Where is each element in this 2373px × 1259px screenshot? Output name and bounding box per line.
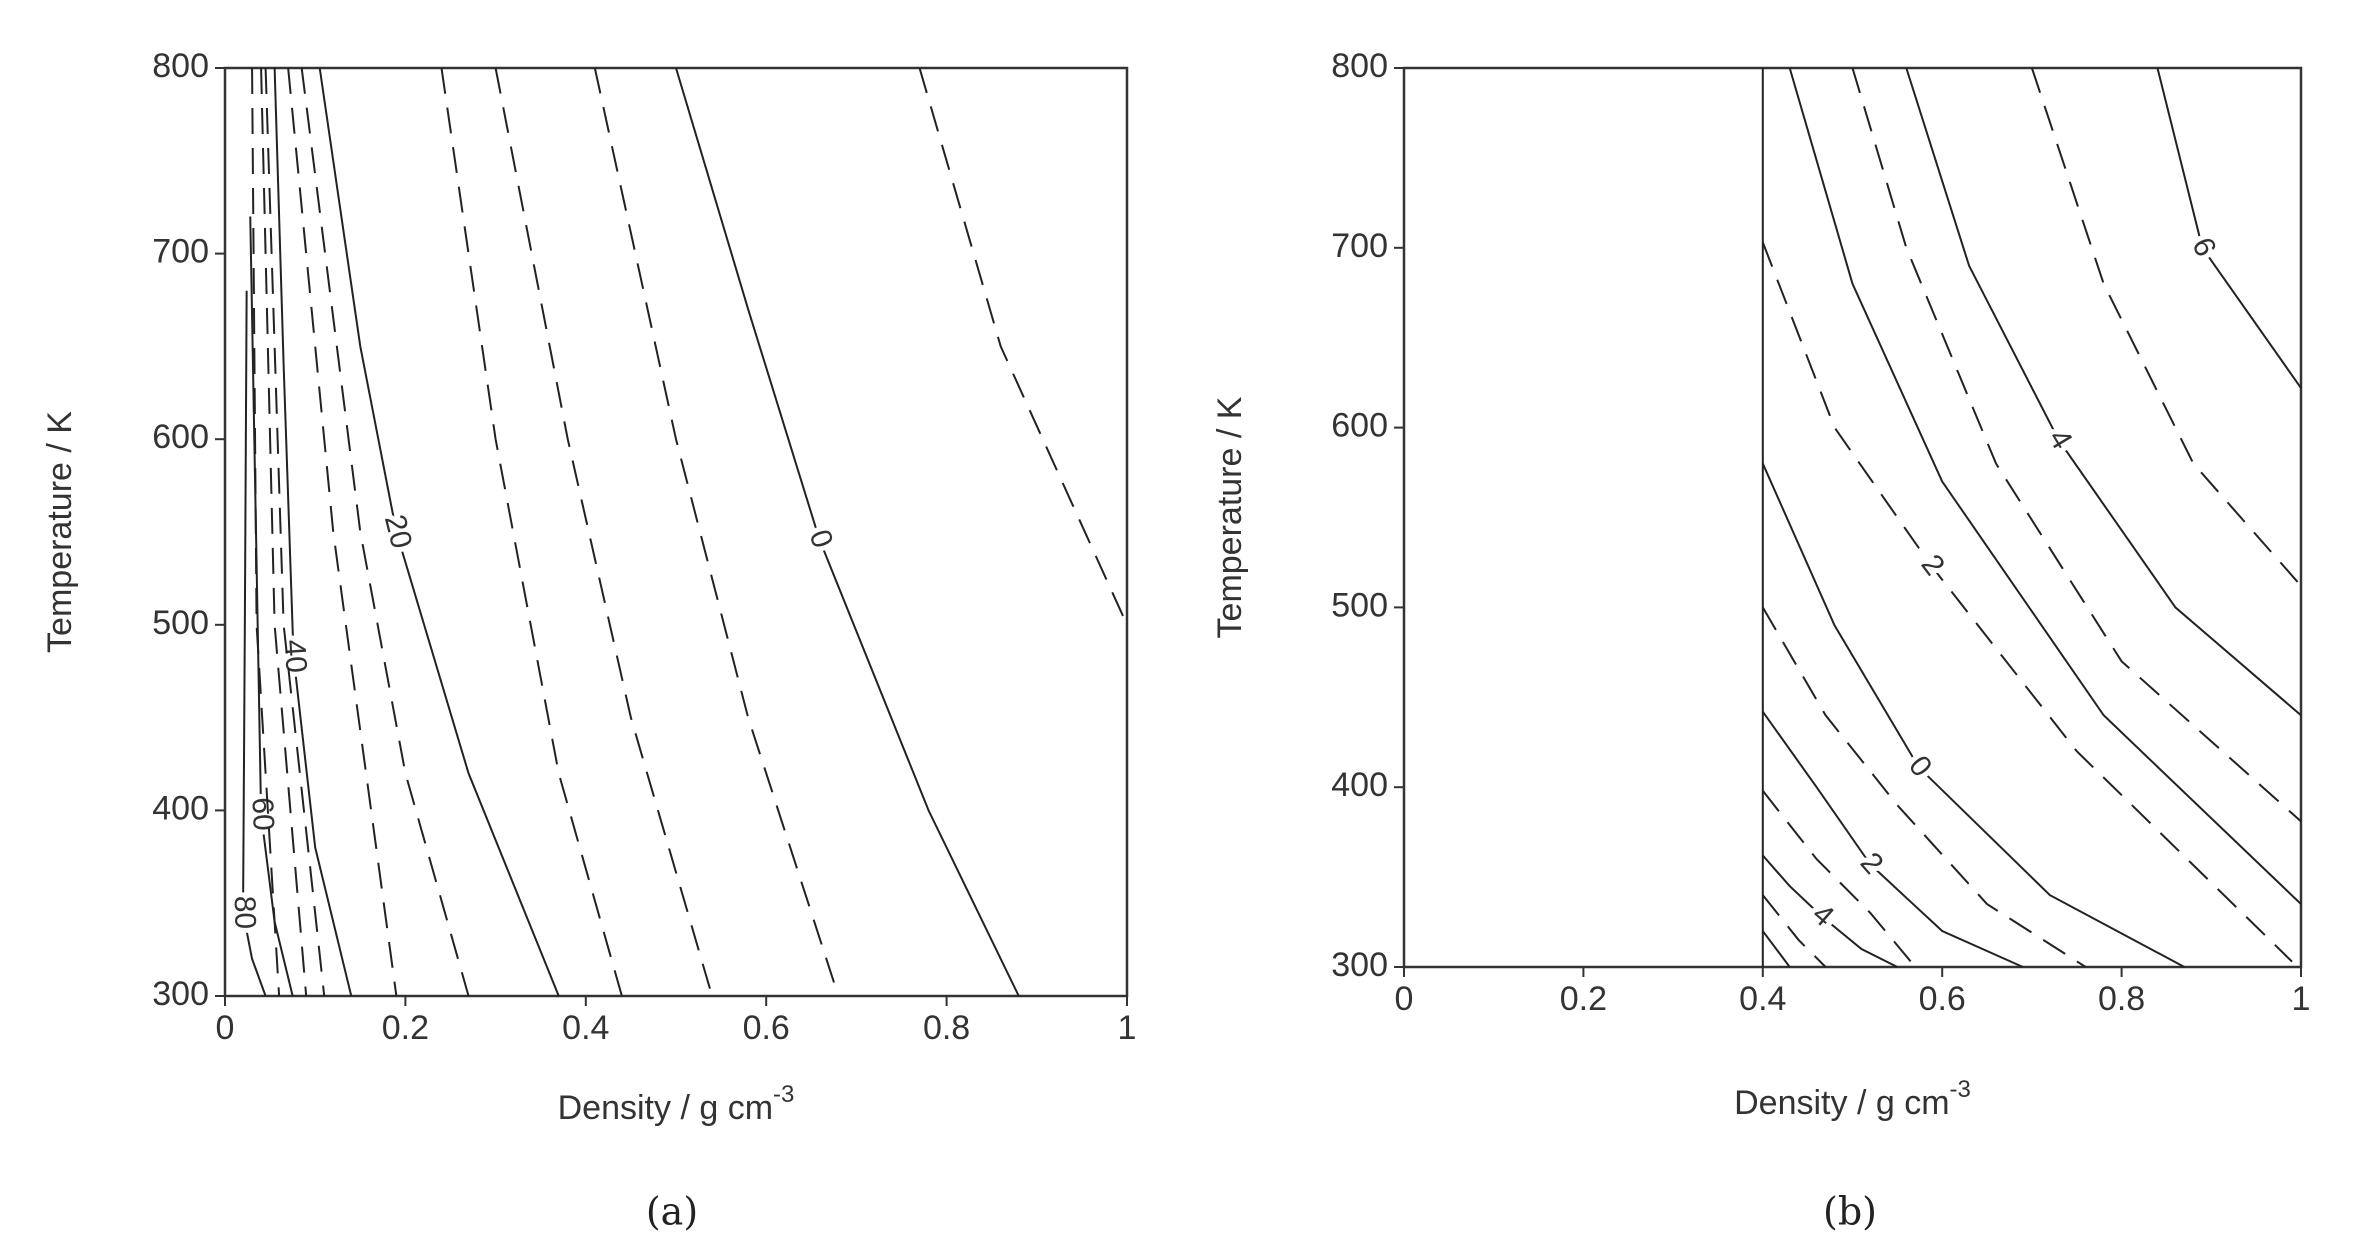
- contour-line: [2030, 67, 2302, 587]
- contour-line: [242, 290, 267, 997]
- y-tick-label: 800: [1331, 47, 1388, 85]
- x-tick-label: 0: [216, 1009, 235, 1047]
- y-tick-label: 500: [152, 604, 209, 642]
- contour-line: [440, 67, 623, 997]
- contour-line: [2156, 67, 2302, 389]
- x-axis-label-sup: -3: [773, 1081, 794, 1108]
- x-axis-label-text: Density / g cm: [1734, 1084, 1949, 1122]
- y-tick-label: 400: [152, 789, 209, 827]
- x-tick-label: 0.4: [1739, 980, 1786, 1018]
- y-tick-label: 400: [1331, 766, 1388, 804]
- y-tick-label: 600: [1331, 407, 1388, 445]
- x-tick-label: 0.6: [1919, 980, 1966, 1018]
- contour-label: 40: [278, 639, 313, 674]
- y-tick-label: 600: [152, 418, 209, 456]
- contour-label: 6: [2185, 233, 2222, 262]
- contour-line: [273, 67, 353, 997]
- contour-line: [675, 67, 1020, 997]
- y-tick-label: 700: [152, 233, 209, 271]
- contour-line: [1761, 242, 2293, 963]
- contour-line: [264, 67, 326, 997]
- contour-line: [1762, 854, 1898, 968]
- contour-line: [1761, 463, 2185, 968]
- y-tick-label: 800: [152, 47, 209, 85]
- contour-line: [1788, 67, 2302, 905]
- contour-label: 60: [245, 797, 280, 832]
- x-axis-label: Density / g cm-3: [558, 1081, 795, 1127]
- y-tick-label: 700: [1331, 227, 1388, 265]
- contour-label: 0: [803, 525, 840, 552]
- x-tick-label: 1: [2292, 980, 2311, 1018]
- contour-label: 2: [1854, 846, 1890, 880]
- x-tick-label: 0.6: [743, 1009, 790, 1047]
- plot-frame: [1402, 66, 2303, 969]
- plot-frame: [223, 66, 1129, 998]
- y-axis-label: Temperature / K: [1211, 396, 1249, 638]
- contour-line: [260, 67, 308, 997]
- contour-label: 80: [228, 895, 262, 929]
- contour-line: [593, 67, 840, 997]
- contour-line: [1761, 606, 2087, 968]
- contour-line: [1762, 894, 1827, 968]
- contour-line: [1761, 930, 1791, 968]
- contour-line: [1851, 67, 2302, 823]
- x-axis-label-sup: -3: [1950, 1076, 1971, 1103]
- contour-label: 4: [2042, 424, 2079, 455]
- x-tick-label: 0.4: [562, 1009, 609, 1047]
- x-tick-label: 0.8: [2098, 980, 2145, 1018]
- contour-label: 20: [378, 511, 418, 551]
- x-tick-label: 1: [1118, 1009, 1137, 1047]
- contour-line: [1762, 790, 1917, 968]
- x-tick-label: 0.2: [1560, 980, 1607, 1018]
- x-tick-label: 0: [1395, 980, 1414, 1018]
- contour-label: 2: [1914, 549, 1950, 582]
- panel-caption: (a): [646, 1190, 698, 1234]
- contour-line: [918, 67, 1128, 626]
- y-axis-label: Temperature / K: [41, 411, 79, 653]
- contour-label: 0: [1902, 750, 1938, 784]
- contour-line: [251, 67, 281, 997]
- x-tick-label: 0.2: [382, 1009, 429, 1047]
- panel-caption: (b): [1823, 1190, 1877, 1234]
- y-tick-label: 300: [1331, 946, 1388, 984]
- contour-line: [318, 67, 560, 997]
- x-axis-label-text: Density / g cm: [558, 1089, 773, 1127]
- x-tick-label: 0.8: [923, 1009, 970, 1047]
- contour-line: [1761, 711, 2024, 968]
- contour-line: [494, 67, 714, 997]
- x-axis-label: Density / g cm-3: [1734, 1076, 1971, 1122]
- y-tick-label: 300: [152, 975, 209, 1013]
- y-tick-label: 500: [1331, 586, 1388, 624]
- contour-line: [287, 67, 398, 997]
- contour-line: [249, 216, 294, 997]
- contour-line: [1905, 67, 2302, 717]
